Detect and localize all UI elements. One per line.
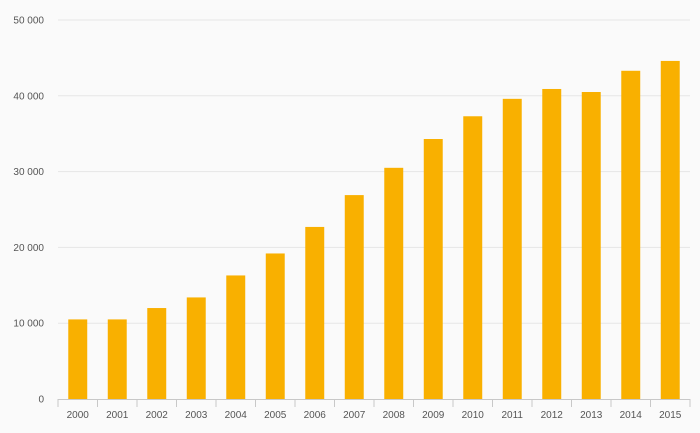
x-tick-label: 2010 [462, 410, 485, 421]
x-tick-label: 2015 [659, 410, 682, 421]
bar-2006 [305, 226, 325, 399]
x-tick-label: 2014 [620, 410, 643, 421]
y-tick-label: 30 000 [13, 167, 44, 178]
x-tick-label: 2001 [106, 410, 129, 421]
bar-2008 [384, 167, 404, 399]
x-tick-label: 2003 [185, 410, 208, 421]
bar-2000 [68, 319, 88, 399]
x-tick-label: 2011 [501, 410, 523, 421]
x-tick-label: 2012 [541, 410, 564, 421]
bar-2002 [147, 308, 167, 399]
y-tick-label: 0 [38, 395, 44, 406]
x-tick-label: 2006 [304, 410, 327, 421]
bar-2013 [581, 92, 601, 399]
bar-2007 [344, 195, 364, 399]
x-tick-label: 2005 [264, 410, 287, 421]
x-tick-label: 2002 [146, 410, 169, 421]
bar-2005 [265, 253, 285, 399]
x-tick-label: 2004 [225, 410, 248, 421]
x-tick-label: 2007 [343, 410, 366, 421]
x-tick-label: 2009 [422, 410, 445, 421]
bar-2009 [423, 139, 443, 400]
bar-2015 [660, 60, 680, 399]
x-tick-label: 2008 [383, 410, 406, 421]
bar-2010 [463, 116, 483, 400]
bar-2012 [542, 88, 562, 399]
bar-2014 [621, 70, 641, 399]
x-axis [57, 399, 691, 407]
y-tick-label: 10 000 [13, 319, 44, 330]
x-tick-label: 2013 [580, 410, 603, 421]
bar-2004 [226, 275, 246, 399]
y-axis-tick-labels: 0 10 000 20 000 30 000 40 000 50 000 [13, 16, 44, 406]
y-tick-label: 20 000 [13, 243, 44, 254]
y-tick-label: 50 000 [13, 16, 44, 27]
bars [68, 60, 680, 400]
bar-2001 [107, 319, 127, 399]
bar-2011 [502, 98, 522, 399]
x-tick-label: 2000 [67, 410, 90, 421]
y-tick-label: 40 000 [13, 91, 44, 102]
bar-2003 [186, 297, 206, 399]
x-axis-tick-labels: 2000 2001 2002 2003 2004 2005 2006 2007 2008 2009… [67, 410, 682, 421]
